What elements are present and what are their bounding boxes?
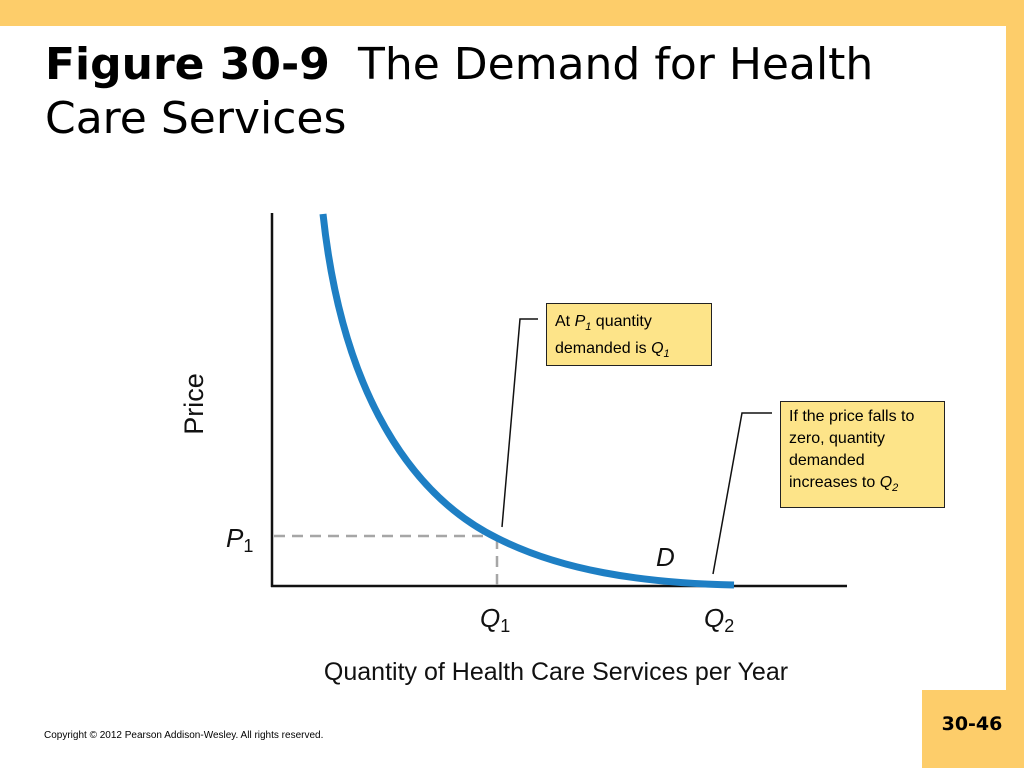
figure-label: Figure 30-9 [45, 39, 330, 90]
q1-label: Q1 [480, 603, 510, 636]
callout-1-q: Q [651, 340, 664, 358]
callout-1-p-sub: 1 [585, 321, 592, 334]
y-axis-label: Price [179, 373, 209, 435]
page-number: 30-46 [941, 713, 1003, 735]
callout-2-q-sub: 2 [892, 482, 899, 495]
p1-label: P1 [226, 523, 253, 556]
callout-1-q-sub: 1 [663, 348, 670, 361]
callout-1-leader [501, 318, 538, 528]
callout-1-text-b: quantity demanded is [555, 313, 652, 358]
q2-label: Q2 [704, 603, 734, 636]
page-number-box [922, 690, 1024, 768]
x-axis-label: Quantity of Health Care Services per Yea… [324, 658, 788, 686]
callout-p1-q1: At P1 quantity demanded is Q1 [546, 303, 712, 366]
callout-price-zero: If the price falls to zero, quantity dem… [780, 401, 945, 508]
callout-1-p: P [574, 313, 586, 330]
callout-2-leader [712, 412, 772, 575]
curve-label: D [656, 542, 675, 572]
slide-top-border [0, 0, 1024, 26]
callout-1-text-a: At [555, 313, 575, 330]
demand-curve [319, 213, 735, 589]
callout-2-q: Q [879, 474, 893, 491]
figure-title: The Demand for Health Care Services [45, 39, 874, 144]
copyright-notice: Copyright © 2012 Pearson Addison-Wesley.… [44, 730, 324, 741]
slide-right-border [1006, 0, 1024, 768]
callout-2-text: If the price falls to zero, quantity dem… [789, 408, 915, 491]
slide-title: Figure 30-9 The Demand for Health Care Se… [45, 38, 945, 146]
